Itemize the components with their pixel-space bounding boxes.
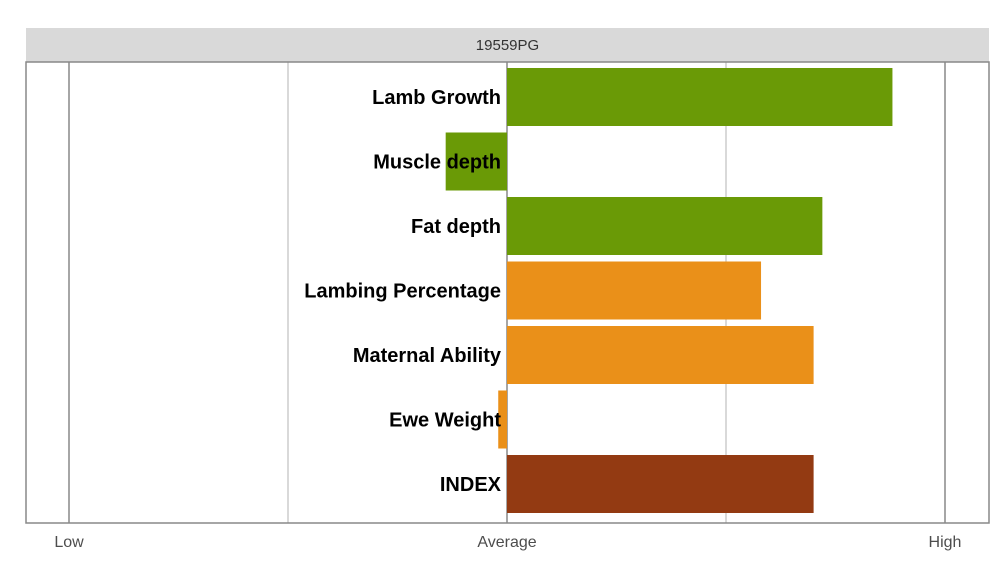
- x-tick-label-average: Average: [477, 534, 536, 551]
- x-tick-label-low: Low: [54, 534, 84, 551]
- panel-border: [25, 61, 990, 524]
- title-strip: [26, 28, 989, 62]
- bar-label-fat-depth: Fat depth: [411, 216, 501, 238]
- bar-fat-depth: [507, 197, 823, 255]
- bars: [445, 68, 893, 513]
- bar-muscle-depth: [445, 132, 507, 191]
- chart-title: 19559PG: [476, 37, 539, 54]
- bar-label-lamb-growth: Lamb Growth: [372, 87, 501, 109]
- x-tick-label-high: High: [929, 534, 962, 551]
- bar-lambing-percentage: [507, 261, 762, 320]
- bar-label-index: INDEX: [440, 474, 502, 496]
- bar-lamb-growth: [507, 68, 893, 126]
- bar-index: [507, 455, 814, 513]
- bar-label-muscle-depth: Muscle depth: [373, 152, 501, 174]
- bar-labels: Lamb Growth Muscle depth Fat depth Lambing …: [304, 87, 502, 496]
- bar-label-maternal-ability: Maternal Ability: [353, 345, 502, 367]
- bar-ewe-weight: [498, 390, 507, 449]
- x-axis-ticks: Low Average High: [54, 534, 961, 551]
- bar-maternal-ability: [507, 326, 814, 384]
- bar-label-lambing-percentage: Lambing Percentage: [304, 281, 501, 303]
- bar-label-ewe-weight: Ewe Weight: [389, 410, 501, 432]
